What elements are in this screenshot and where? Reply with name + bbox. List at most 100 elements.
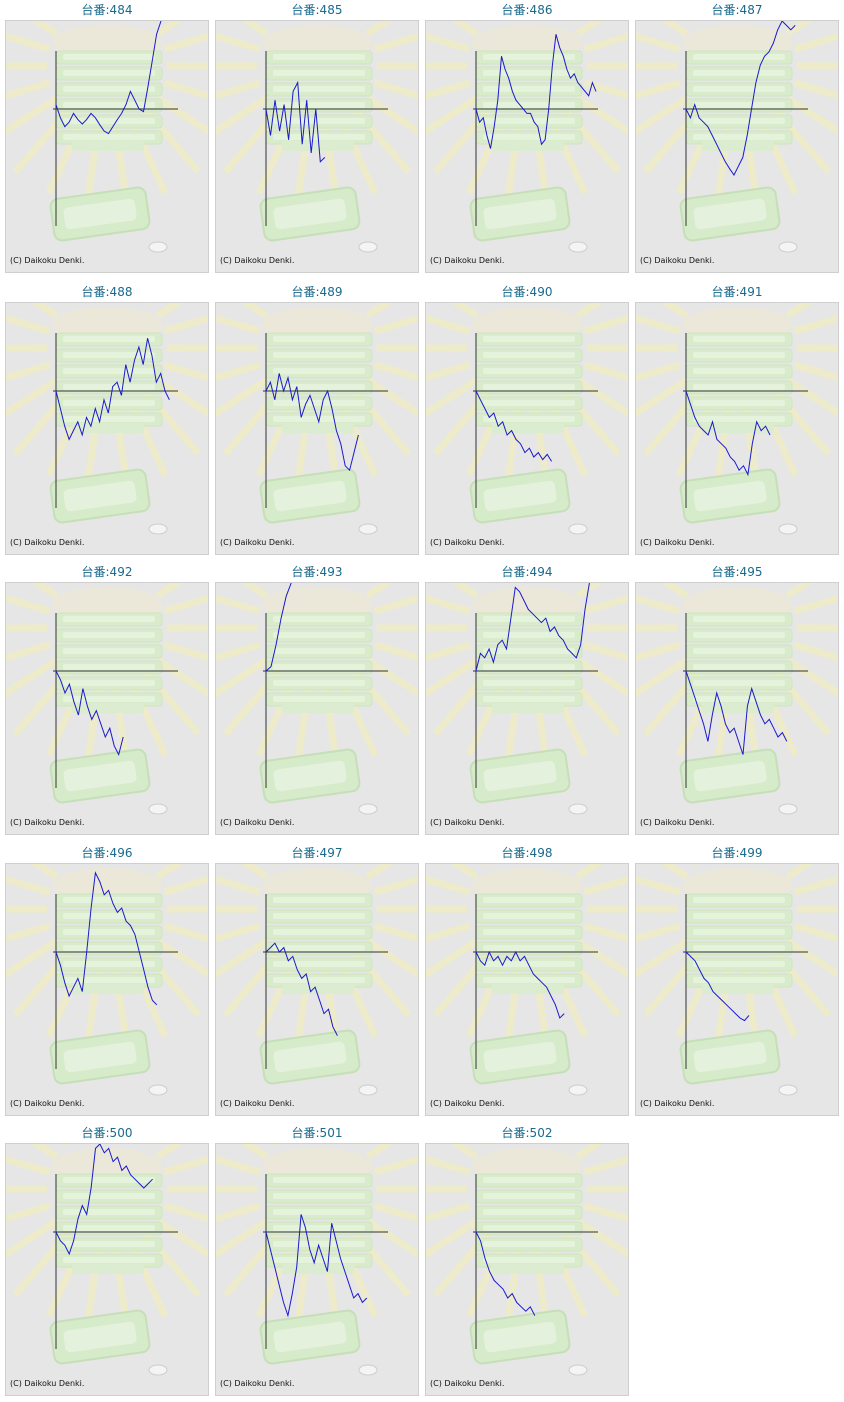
coin-icon [358,803,378,815]
copyright-text: (C) Daikoku Denki. [10,818,84,827]
slump-graph: (C) Daikoku Denki. [215,302,419,555]
slump-graph: (C) Daikoku Denki. [425,1143,629,1396]
machine-number-label[interactable]: 台番:490 [501,285,553,299]
copyright-text: (C) Daikoku Denki. [430,256,504,265]
machine-card: 台番:489 (C) Daikoku Denki. [215,282,419,561]
machine-number-label[interactable]: 台番:495 [711,565,763,579]
machine-number-label[interactable]: 台番:491 [711,285,763,299]
slump-graph: (C) Daikoku Denki. [635,302,839,555]
series-line [265,1214,368,1318]
machine-card: 台番:486 (C) Daikoku Denki. [425,0,629,279]
coin-icon [778,803,798,815]
machine-number-label[interactable]: 台番:500 [81,1126,133,1140]
stacked-trays-image [475,332,583,433]
series-line [685,21,796,176]
coin-icon [568,1084,588,1096]
stacked-trays-image [475,893,583,994]
slump-graph: (C) Daikoku Denki. [5,302,209,555]
copyright-text: (C) Daikoku Denki. [640,1099,714,1108]
slump-graph: (C) Daikoku Denki. [425,302,629,555]
machine-number-label[interactable]: 台番:486 [501,3,553,17]
slump-graph: (C) Daikoku Denki. [635,20,839,273]
machine-card: 台番:501 (C) Daikoku Denki. [215,1123,419,1402]
slump-graph: (C) Daikoku Denki. [425,582,629,835]
coin-icon [568,241,588,253]
machine-card: 台番:492 (C) Daikoku Denki. [5,562,209,841]
machine-number-label[interactable]: 台番:493 [291,565,343,579]
machine-card: 台番:497 (C) Daikoku Denki. [215,843,419,1122]
stacked-trays-image [685,612,793,713]
copyright-text: (C) Daikoku Denki. [220,1379,294,1388]
machine-card: 台番:490 (C) Daikoku Denki. [425,282,629,561]
copyright-text: (C) Daikoku Denki. [220,256,294,265]
series-line [475,34,597,149]
slump-graph: (C) Daikoku Denki. [5,20,209,273]
series-line [685,390,771,477]
slump-graph: (C) Daikoku Denki. [635,582,839,835]
machine-card: 台番:498 (C) Daikoku Denki. [425,843,629,1122]
copyright-text: (C) Daikoku Denki. [640,818,714,827]
coin-icon [358,241,378,253]
coin-icon [568,523,588,535]
machine-number-label[interactable]: 台番:496 [81,846,133,860]
slump-graph: (C) Daikoku Denki. [215,1143,419,1396]
machine-card: 台番:485 (C) Daikoku Denki. [215,0,419,279]
machine-card: 台番:494 (C) Daikoku Denki. [425,562,629,841]
machine-number-label[interactable]: 台番:498 [501,846,553,860]
machine-card: 台番:499 (C) Daikoku Denki. [635,843,839,1122]
machine-number-label[interactable]: 台番:497 [291,846,343,860]
copyright-text: (C) Daikoku Denki. [10,256,84,265]
slump-graph: (C) Daikoku Denki. [215,863,419,1116]
series-line [265,942,338,1036]
machine-number-label[interactable]: 台番:499 [711,846,763,860]
copyright-text: (C) Daikoku Denki. [430,1099,504,1108]
copyright-text: (C) Daikoku Denki. [220,818,294,827]
machine-number-label[interactable]: 台番:501 [291,1126,343,1140]
copyright-text: (C) Daikoku Denki. [430,818,504,827]
stacked-trays-image [55,50,163,151]
coin-icon [358,523,378,535]
machine-number-label[interactable]: 台番:494 [501,565,553,579]
machine-number-label[interactable]: 台番:489 [291,285,343,299]
copyright-text: (C) Daikoku Denki. [640,538,714,547]
slump-graph: (C) Daikoku Denki. [5,582,209,835]
copyright-text: (C) Daikoku Denki. [10,1379,84,1388]
coin-icon [148,1084,168,1096]
stacked-trays-image [475,612,583,713]
coin-icon [778,1084,798,1096]
slump-graph: (C) Daikoku Denki. [215,20,419,273]
machine-number-label[interactable]: 台番:502 [501,1126,553,1140]
series-line [55,338,170,441]
coin-icon [568,1364,588,1376]
series-line [265,373,359,472]
coin-icon [148,1364,168,1376]
machine-number-label[interactable]: 台番:492 [81,565,133,579]
machine-number-label[interactable]: 台番:485 [291,3,343,17]
series-line [475,390,553,462]
copyright-text: (C) Daikoku Denki. [430,538,504,547]
series-line [685,951,750,1022]
series-line [475,583,590,672]
copyright-text: (C) Daikoku Denki. [220,1099,294,1108]
stacked-trays-image [55,1173,163,1274]
copyright-text: (C) Daikoku Denki. [220,538,294,547]
coin-icon [568,803,588,815]
series-line [55,21,162,135]
series-line [55,871,158,1006]
slump-graph: (C) Daikoku Denki. [425,863,629,1116]
series-line [685,670,788,755]
copyright-text: (C) Daikoku Denki. [10,1099,84,1108]
machine-number-label[interactable]: 台番:484 [81,3,133,17]
copyright-text: (C) Daikoku Denki. [430,1379,504,1388]
coin-icon [148,241,168,253]
sunburst-rays [216,21,418,206]
machine-card: 台番:488 (C) Daikoku Denki. [5,282,209,561]
coin-icon [358,1084,378,1096]
coin-icon [148,803,168,815]
machine-card: 台番:493 (C) Daikoku Denki. [215,562,419,841]
series-line [265,583,292,672]
coin-icon [778,241,798,253]
slump-graph: (C) Daikoku Denki. [5,863,209,1116]
machine-number-label[interactable]: 台番:487 [711,3,763,17]
machine-number-label[interactable]: 台番:488 [81,285,133,299]
